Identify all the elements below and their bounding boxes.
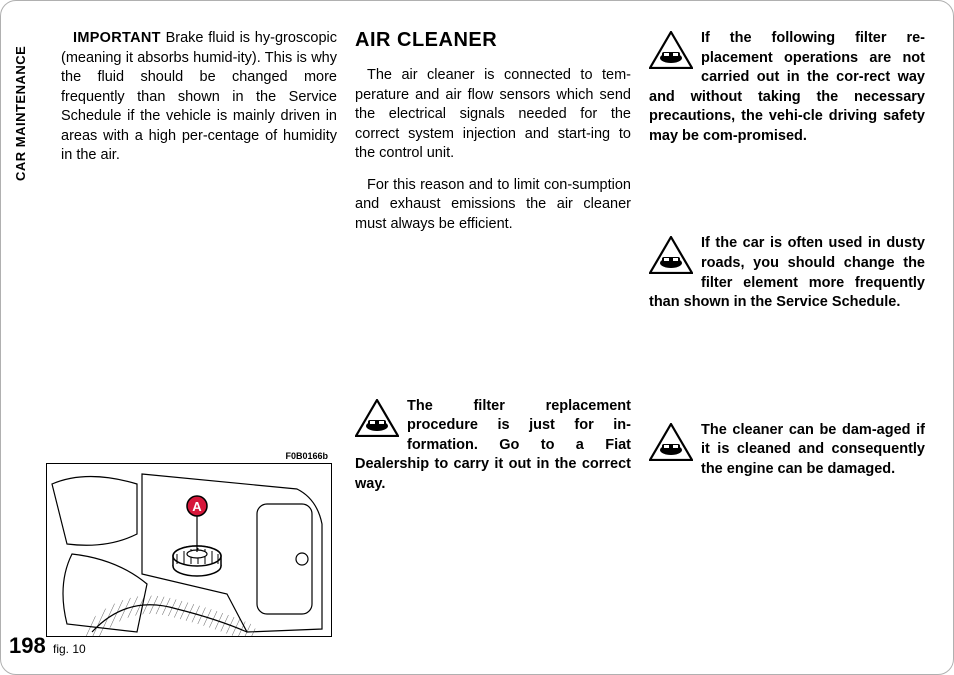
important-paragraph: IMPORTANT Brake fluid is hy-groscopic (m… <box>61 29 337 166</box>
warning-dusty-roads: If the car is often used in dusty roads,… <box>649 234 925 312</box>
content-columns: IMPORTANT Brake fluid is hy-groscopic (m… <box>61 29 931 522</box>
manual-page: CAR MAINTENANCE IMPORTANT Brake fluid is… <box>0 0 954 675</box>
warning-cleaner-damage: The cleaner can be dam-aged if it is cle… <box>649 421 925 480</box>
warning-triangle-icon <box>649 31 693 74</box>
figure-caption: fig. 10 <box>53 642 86 656</box>
figure-code: F0B0166b <box>46 451 332 461</box>
svg-text:A: A <box>192 499 202 514</box>
page-number: 198 <box>9 633 46 659</box>
important-label: IMPORTANT <box>73 30 161 46</box>
figure-illustration: A <box>46 463 332 637</box>
column-2: AIR CLEANER The air cleaner is connected… <box>355 29 631 522</box>
air-cleaner-title: AIR CLEANER <box>355 29 631 52</box>
callout-marker-a: A <box>187 496 207 516</box>
warning-filter-info: The filter replacement procedure is just… <box>355 397 631 495</box>
important-body: Brake fluid is hy-groscopic (meaning it … <box>61 30 337 163</box>
warning-triangle-icon <box>355 399 399 442</box>
warning-triangle-icon <box>649 236 693 279</box>
column-3: If the following filter re-placement ope… <box>649 29 925 522</box>
section-tab: CAR MAINTENANCE <box>13 23 33 203</box>
column-1: IMPORTANT Brake fluid is hy-groscopic (m… <box>61 29 337 522</box>
para-air-cleaner-1: The air cleaner is connected to tem-pera… <box>355 66 631 164</box>
para-air-cleaner-2: For this reason and to limit con-sumptio… <box>355 176 631 235</box>
warning-triangle-icon <box>649 423 693 466</box>
figure-10: F0B0166b <box>46 451 332 637</box>
warning-safety: If the following filter re-placement ope… <box>649 29 925 146</box>
